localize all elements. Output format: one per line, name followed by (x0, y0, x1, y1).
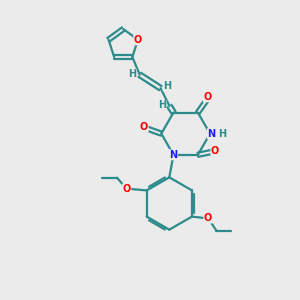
Text: H: H (218, 129, 226, 139)
Text: O: O (204, 213, 212, 223)
Text: O: O (140, 122, 148, 132)
Text: N: N (208, 129, 216, 139)
Text: O: O (211, 146, 219, 156)
Text: O: O (203, 92, 212, 102)
Text: H: H (158, 100, 166, 110)
Text: H: H (163, 81, 171, 91)
Text: O: O (123, 184, 131, 194)
Text: O: O (134, 35, 142, 45)
Text: H: H (128, 69, 136, 79)
Text: N: N (169, 150, 178, 160)
